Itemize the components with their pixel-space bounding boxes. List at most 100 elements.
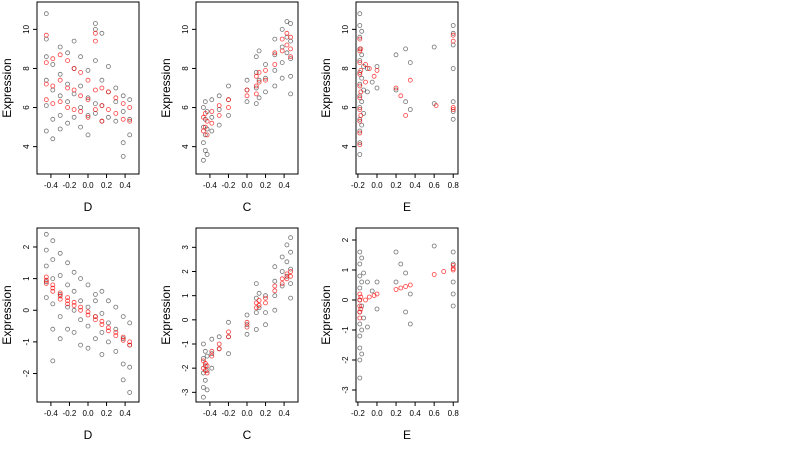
red-point <box>450 266 456 271</box>
red-point <box>288 54 294 60</box>
x-tick-label: -0.2 <box>351 409 365 418</box>
x-tick-label: -0.4 <box>44 181 58 190</box>
black-point <box>272 36 278 42</box>
x-tick-label: 0.2 <box>260 181 272 190</box>
black-point <box>359 122 365 128</box>
black-point <box>288 266 294 272</box>
red-point <box>43 60 49 65</box>
black-point <box>120 314 126 320</box>
black-point <box>393 279 399 285</box>
red-point <box>398 285 404 291</box>
black-point <box>272 68 278 73</box>
black-point <box>209 351 215 357</box>
black-point <box>43 128 49 134</box>
y-tick-label: -3 <box>341 386 350 394</box>
red-point <box>393 287 399 292</box>
black-point <box>85 68 91 73</box>
red-point <box>99 85 105 91</box>
black-point <box>120 361 126 367</box>
red-point <box>371 73 377 79</box>
red-point <box>398 93 404 99</box>
black-point <box>71 329 77 335</box>
red-point <box>288 273 294 279</box>
black-point <box>106 114 111 120</box>
black-point <box>272 52 278 58</box>
x-tick-label: 0.2 <box>101 181 113 190</box>
black-point <box>357 81 363 87</box>
black-point <box>263 89 268 95</box>
red-point <box>99 103 105 108</box>
black-point <box>209 114 215 120</box>
y-tick-label: -2 <box>22 369 31 377</box>
red-point <box>43 274 49 280</box>
black-point <box>99 310 105 316</box>
red-point <box>57 296 63 302</box>
black-point <box>65 50 70 56</box>
black-point <box>120 109 126 114</box>
black-point <box>450 42 456 48</box>
red-point <box>120 334 126 340</box>
black-point <box>374 64 380 69</box>
red-point <box>85 114 91 120</box>
black-point <box>450 303 456 309</box>
black-point <box>279 283 285 289</box>
y-tick-label: 6 <box>181 105 190 110</box>
red-point <box>93 107 98 112</box>
red-point <box>358 294 364 300</box>
y-tick-label: 6 <box>22 105 31 110</box>
red-point <box>127 339 133 345</box>
red-point <box>357 309 363 315</box>
black-point <box>50 238 56 244</box>
red-point <box>244 93 250 99</box>
black-point <box>209 336 215 342</box>
red-point <box>450 38 456 44</box>
x-tick-label: 0.0 <box>371 181 383 190</box>
x-tick-label: -0.2 <box>63 409 77 418</box>
black-point <box>93 111 98 116</box>
black-point <box>106 339 111 345</box>
x-tick-label: -0.2 <box>222 409 236 418</box>
black-point <box>120 93 126 99</box>
black-point <box>57 291 63 297</box>
x-tick-label: -0.2 <box>63 181 77 190</box>
red-point <box>450 107 456 112</box>
black-point <box>244 322 250 328</box>
black-point <box>71 91 77 97</box>
black-point <box>288 38 294 44</box>
red-point <box>71 299 77 305</box>
x-axis-title: E <box>403 428 411 442</box>
y-tick-label: 2 <box>181 269 190 274</box>
black-point <box>357 34 363 40</box>
red-point <box>357 95 363 101</box>
black-point <box>450 291 456 297</box>
black-point <box>202 132 208 138</box>
black-point <box>279 26 285 32</box>
red-point <box>263 68 268 73</box>
black-point <box>216 122 222 128</box>
black-point <box>200 356 206 361</box>
red-point <box>113 329 119 335</box>
x-tick-label: 0.4 <box>279 409 291 418</box>
black-point <box>407 60 413 65</box>
red-point <box>216 341 222 347</box>
black-point <box>216 334 222 340</box>
red-point <box>244 87 250 93</box>
red-point <box>357 60 363 65</box>
black-point <box>263 310 268 316</box>
red-point <box>263 300 268 306</box>
black-point <box>93 58 98 63</box>
y-tick-label: 0 <box>181 317 190 322</box>
panel-bottom-middle: -0.4 -0.2 0.0 0.2 0.4 -3 -2 -1 0 1 2 3 C Expression <box>159 227 299 442</box>
red-point <box>113 95 119 101</box>
red-point <box>78 304 83 310</box>
black-point <box>253 54 259 60</box>
red-point <box>403 284 409 289</box>
red-point <box>433 103 439 108</box>
black-point <box>244 99 250 105</box>
red-point <box>93 87 98 93</box>
black-point <box>57 273 63 278</box>
black-point <box>450 99 456 105</box>
panel-top-middle: -0.4 -0.2 0.0 0.2 0.4 4 6 8 10 C Expression <box>159 1 299 214</box>
red-point <box>113 111 119 116</box>
